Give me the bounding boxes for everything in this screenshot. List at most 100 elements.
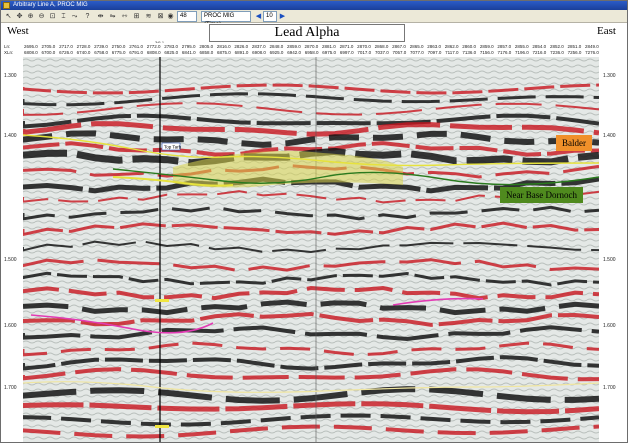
xline-tick-label: 7216.0 (532, 50, 547, 55)
wiggle-icon[interactable]: ≋ (145, 13, 152, 20)
horizon-magenta-left (30, 314, 214, 334)
time-axis-left: 1.300 1.400 1.500 1.600 1.700 (1, 57, 23, 442)
xline-tick-label: 7196.0 (514, 50, 529, 55)
xline-tick-label: 6975.0 (322, 50, 337, 55)
zoom-out-icon[interactable]: ⊖ (38, 13, 45, 20)
xline-tick-label: 6808.0 (146, 50, 161, 55)
pick-horizon-icon[interactable]: ⤳ (71, 13, 78, 20)
measure-icon[interactable]: ⌶ (61, 13, 66, 20)
track-icon[interactable]: ⇹ (97, 13, 104, 20)
seismic-reflector (23, 113, 599, 129)
balder-label: Balder (556, 135, 592, 151)
zoom-select[interactable]: 48 (177, 11, 197, 22)
volume-select[interactable]: PROC MIG (Time) (201, 11, 251, 28)
inline-tick-label: 2805.0 (199, 44, 214, 49)
xline-tick-label: 6775.0 (111, 50, 126, 55)
trace-axis: Ln: XLn: 2695.0 2705.0 2717.0 2728.0 2739.0 2… (1, 43, 627, 57)
inline-tick-label: 2848.0 (269, 44, 284, 49)
xline-tick-label: 7176.0 (497, 50, 512, 55)
inline-tick-label: 2695.0 (24, 44, 38, 49)
inline-tick-label: 2783.0 (164, 44, 179, 49)
xline-tick-row: 6808.0 6700.0 6726.0 6740.0 6758.0 6775.0 6791… (24, 50, 599, 55)
seismic-reflector (23, 92, 599, 107)
inline-tick-label: 2849.0 (585, 44, 599, 49)
step-back-icon[interactable]: ◀ (255, 13, 262, 20)
horizon-magenta-right (392, 297, 484, 306)
xline-tick-label: 7037.0 (374, 50, 389, 55)
xline-tick-label: 7236.0 (550, 50, 564, 55)
time-tick-label: 1.300 (4, 73, 17, 79)
seismic-reflector (23, 285, 599, 301)
seismic-section[interactable]: Top Tarb Balder Near Base Dornoch (23, 57, 599, 442)
fit-icon[interactable]: ⇿ (121, 13, 128, 20)
west-label: West (7, 25, 29, 37)
lock-icon[interactable]: ⊠ (157, 13, 164, 20)
seismic-reflector (23, 355, 599, 371)
xline-tick-label: 6997.0 (339, 50, 354, 55)
xline-tick-label: 6740.0 (76, 50, 91, 55)
section-header: West Lead Alpha East 3/6-1 (1, 23, 627, 45)
help-icon[interactable]: ? (85, 13, 90, 20)
step-input[interactable]: 10 (263, 11, 277, 22)
grid-icon[interactable]: ⊞ (133, 13, 140, 20)
time-tick-label: 1.500 (4, 257, 17, 263)
inline-tick-label: 2870.0 (357, 44, 371, 49)
inline-tick-label: 2750.0 (111, 44, 126, 49)
time-tick-label: 1.600 (603, 323, 616, 329)
pointer-icon[interactable]: ↖ (5, 13, 12, 20)
xline-tick-label: 7057.0 (392, 50, 407, 55)
seismic-reflector (23, 424, 599, 439)
seismic-reflector (23, 311, 599, 327)
inline-tick-label: 2772.0 (146, 44, 161, 49)
seismic-reflector (23, 401, 599, 415)
inline-tick-label: 2868.0 (374, 44, 389, 49)
horizon-near-base-dornoch (112, 168, 599, 186)
seismic-reflector (23, 386, 599, 404)
inline-tick-label: 2795.0 (181, 44, 196, 49)
zoom-box-icon[interactable]: ⊡ (49, 13, 56, 20)
inline-tick-label: 2857.0 (497, 44, 512, 49)
xline-tick-label: 6858.0 (199, 50, 214, 55)
inline-tick-label: 2859.0 (286, 44, 301, 49)
near-base-dornoch-label: Near Base Dornoch (500, 187, 583, 203)
title-bar: Arbitrary Line A, PROC MIG (1, 1, 627, 10)
time-tick-label: 1.300 (603, 73, 616, 79)
xline-tick-label: 6942.0 (287, 50, 301, 55)
zoom-in-icon[interactable]: ⊕ (27, 13, 34, 20)
xline-tick-label: 6825.0 (164, 50, 179, 55)
pan-icon[interactable]: ✥ (16, 13, 23, 20)
inline-tick-label: 2728.0 (76, 44, 91, 49)
page-title: Lead Alpha (209, 24, 405, 42)
color-icon[interactable]: ◉ (167, 13, 174, 20)
app-icon (3, 2, 10, 9)
xline-tick-label: 7097.0 (427, 50, 442, 55)
inline-tick-label: 2761.0 (129, 44, 143, 49)
time-tick-label: 1.400 (4, 133, 17, 139)
inline-tick-label: 2862.0 (444, 44, 459, 49)
xline-tick-label: 6758.0 (94, 50, 108, 55)
seismic-reflector (23, 190, 599, 204)
inline-tick-label: 2705.0 (41, 44, 56, 49)
east-label: East (597, 25, 616, 37)
inline-tick-label: 2870.0 (304, 44, 319, 49)
xline-tick-label: 7156.0 (479, 50, 494, 55)
well-label: 3/6-1 (155, 40, 164, 45)
xline-tick-label: 7276.0 (585, 50, 599, 55)
inline-axis-name: Ln: (4, 44, 11, 49)
time-tick-label: 1.400 (603, 133, 616, 139)
horizon-deep (23, 381, 599, 393)
inline-tick-label: 2739.0 (94, 44, 108, 49)
seismic-reflector (23, 121, 599, 137)
inline-tick-row: 2695.0 2705.0 2717.0 2728.0 2739.0 2750.0 2761… (24, 44, 599, 49)
toolbar: ↖ ✥ ⊕ ⊖ ⊡ ⌶ ⤳ ? ⇹ ⇋ ⇿ ⊞ ≋ ⊠ ◉ 48 PROC MI… (1, 10, 627, 28)
flip-icon[interactable]: ⇋ (109, 13, 116, 20)
xline-tick-label: 7077.0 (410, 50, 424, 55)
seismic-reflector (23, 240, 599, 254)
xline-tick-label: 6891.0 (234, 50, 249, 55)
xline-tick-label: 6908.0 (252, 50, 266, 55)
inline-tick-label: 2881.0 (322, 44, 336, 49)
lead-alpha-highlight (173, 150, 403, 188)
xline-tick-label: 6700.0 (41, 50, 56, 55)
step-forward-icon[interactable]: ▶ (279, 13, 286, 20)
